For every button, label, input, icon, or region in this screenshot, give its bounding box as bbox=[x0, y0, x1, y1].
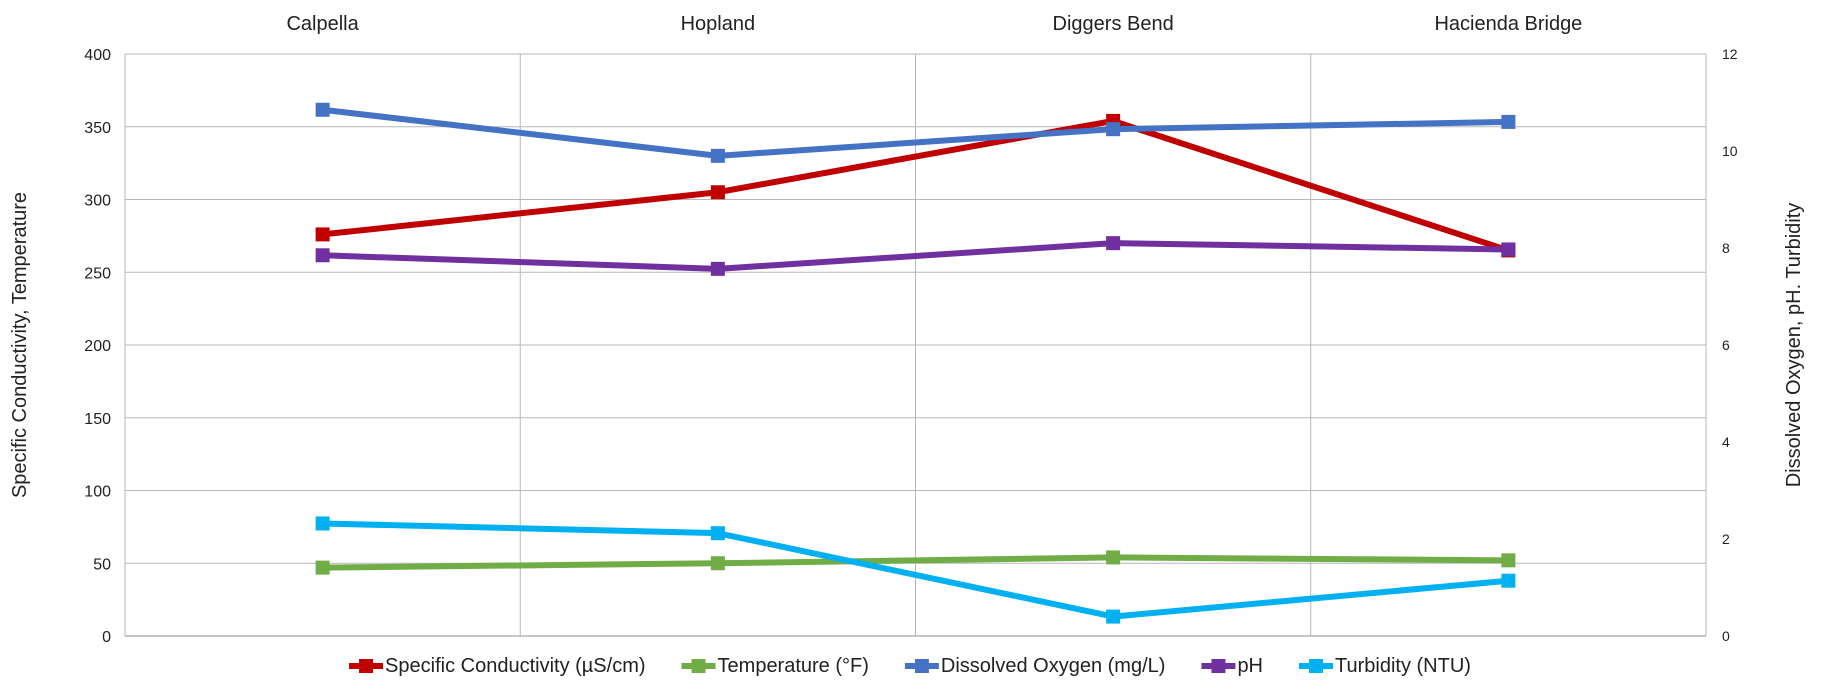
legend-label: Specific Conductivity (µS/cm) bbox=[385, 655, 645, 677]
data-point-marker bbox=[1501, 553, 1516, 568]
series-line bbox=[319, 520, 1512, 620]
y-left-tick-label: 150 bbox=[84, 411, 111, 428]
data-point-marker bbox=[315, 227, 330, 242]
y-right-tick-label: 8 bbox=[1722, 240, 1730, 256]
legend-marker-icon bbox=[359, 659, 374, 673]
y-axis-left-title: Specific Conductivity, Temperature bbox=[9, 192, 31, 498]
y-left-tick-label: 0 bbox=[102, 629, 111, 646]
y-left-tick-label: 200 bbox=[84, 338, 111, 355]
y-left-tick-label: 300 bbox=[84, 193, 111, 210]
data-point-marker bbox=[1106, 609, 1121, 624]
y-left-tick-label: 350 bbox=[84, 120, 111, 137]
y-right-tick-label: 12 bbox=[1722, 46, 1738, 62]
data-point-marker bbox=[1501, 114, 1516, 129]
category-label: Hopland bbox=[681, 13, 756, 35]
data-point-marker bbox=[315, 248, 330, 263]
data-point-marker bbox=[710, 526, 725, 541]
series-line bbox=[319, 117, 1512, 254]
legend-marker-icon bbox=[1211, 659, 1226, 673]
series-line bbox=[319, 554, 1512, 571]
y-right-tick-label: 4 bbox=[1722, 434, 1730, 450]
series-line bbox=[319, 240, 1512, 272]
y-left-tick-label: 400 bbox=[84, 47, 111, 64]
data-point-marker bbox=[710, 185, 725, 200]
y-right-tick-label: 2 bbox=[1722, 531, 1730, 547]
category-label: Calpella bbox=[286, 13, 359, 35]
legend-label: Turbidity (NTU) bbox=[1335, 655, 1471, 677]
legend-label: Dissolved Oxygen (mg/L) bbox=[941, 655, 1166, 677]
legend-label: Temperature (°F) bbox=[718, 655, 869, 677]
data-point-marker bbox=[710, 261, 725, 276]
data-point-marker bbox=[1501, 242, 1516, 257]
data-point-marker bbox=[315, 516, 330, 531]
data-point-marker bbox=[315, 102, 330, 117]
y-left-tick-label: 250 bbox=[84, 265, 111, 282]
data-point-marker bbox=[710, 556, 725, 571]
y-right-tick-label: 0 bbox=[1722, 628, 1730, 644]
legend-marker-icon bbox=[914, 659, 929, 673]
y-left-tick-label: 50 bbox=[93, 556, 111, 573]
legend-marker-icon bbox=[691, 659, 706, 673]
data-point-marker bbox=[315, 560, 330, 575]
legend-label: pH bbox=[1237, 655, 1263, 677]
data-point-marker bbox=[1106, 236, 1121, 251]
data-point-marker bbox=[1106, 122, 1121, 137]
data-point-marker bbox=[1501, 573, 1516, 588]
category-label: Diggers Bend bbox=[1053, 13, 1174, 35]
series-line bbox=[319, 106, 1512, 159]
y-left-tick-label: 100 bbox=[84, 484, 111, 501]
category-label: Hacienda Bridge bbox=[1434, 13, 1582, 35]
data-point-marker bbox=[710, 148, 725, 163]
legend-marker-icon bbox=[1309, 659, 1324, 673]
y-right-tick-label: 6 bbox=[1722, 337, 1730, 353]
y-axis-right-title: Dissolved Oxygen, pH. Turbidity bbox=[1783, 203, 1805, 488]
y-right-tick-label: 10 bbox=[1722, 143, 1738, 159]
data-point-marker bbox=[1106, 550, 1121, 565]
